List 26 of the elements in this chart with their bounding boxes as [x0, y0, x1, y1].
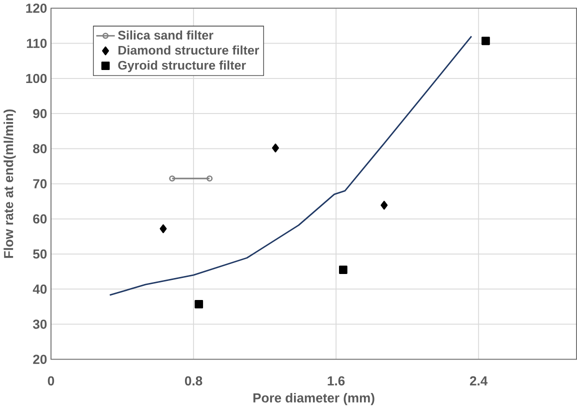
- x-tick-label: 0: [48, 376, 54, 386]
- y-tick-label: 120: [26, 4, 47, 13]
- y-tick-label: 70: [33, 179, 47, 189]
- point: [194, 300, 204, 309]
- x-axis-title: Pore diameter (mm): [253, 393, 374, 406]
- point: [160, 224, 167, 234]
- y-tick-label: 50: [33, 250, 47, 259]
- legend-label: Gyroid structure filter: [118, 60, 246, 72]
- point: [272, 144, 279, 153]
- legend-label: Diamond structure filter: [118, 46, 260, 55]
- y-tick-label: 90: [33, 109, 47, 118]
- y-tick-label: 40: [32, 284, 47, 294]
- y-tick-label: 100: [26, 74, 47, 84]
- y-tick-label: 20: [33, 354, 47, 364]
- y-tick-label: 60: [33, 214, 47, 224]
- y-axis-title: Flow rate at end(ml/min): [4, 110, 16, 258]
- point: [482, 36, 490, 46]
- x-tick-label: 1.6: [328, 376, 345, 386]
- x-tick-label: 0.8: [184, 376, 202, 386]
- point: [380, 200, 388, 210]
- y-tick-label: 110: [26, 38, 47, 48]
- y-tick-label: 80: [33, 144, 47, 154]
- x-tick-label: 2.4: [470, 376, 488, 386]
- legend-label: Silica sand filter: [118, 30, 214, 40]
- y-tick-label: 30: [32, 320, 47, 329]
- point: [339, 266, 348, 274]
